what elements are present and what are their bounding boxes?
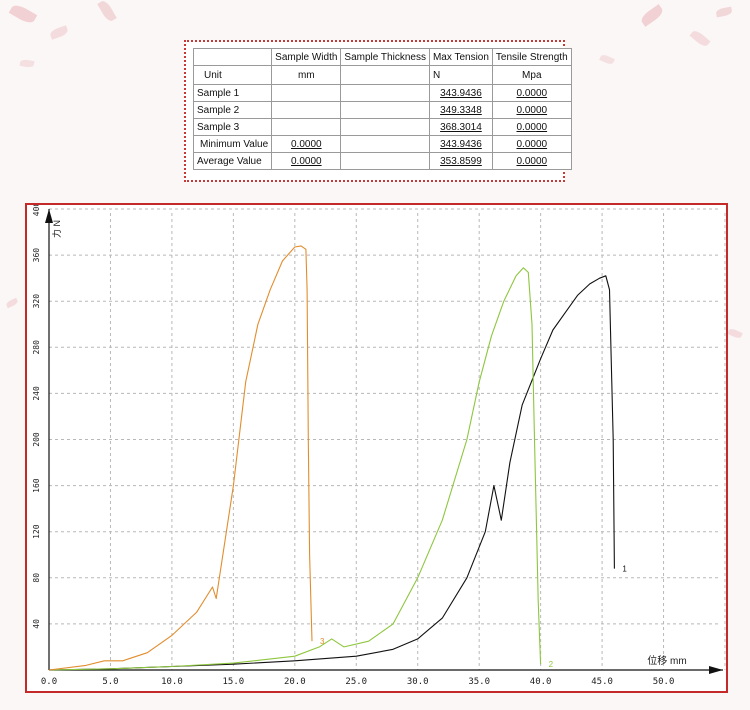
table-cell: 0.0000 <box>491 135 572 153</box>
petal-decoration <box>8 2 38 26</box>
x-tick-label: 15.0 <box>223 677 245 687</box>
table-header-cell: Max Tension <box>428 48 493 66</box>
petal-decoration <box>715 6 733 18</box>
table-cell: Sample 1 <box>192 84 273 102</box>
y-tick-label: 200 <box>32 432 41 447</box>
petal-decoration <box>727 327 743 340</box>
series-label: 2 <box>549 660 554 669</box>
series-line-2 <box>48 267 542 671</box>
x-tick-label: 35.0 <box>468 677 490 687</box>
x-axis-arrow <box>709 666 723 674</box>
table-row: Minimum Value 0.0000 343.9436 0.0000 <box>192 135 572 153</box>
table-cell <box>340 152 430 170</box>
table-cell: 0.0000 <box>271 152 342 170</box>
table-cell <box>340 101 430 119</box>
x-axis-label: 位移 mm <box>647 654 686 667</box>
y-tick-label: 400 <box>32 205 41 216</box>
table-cell <box>271 101 342 119</box>
table-cell: 353.8599 <box>428 152 493 170</box>
force-displacement-chart: 0.0 5.0 10.0 15.0 20.0 25.0 30.0 35.0 40.0 45.0 50… <box>32 205 726 687</box>
table-cell: Average Value <box>192 152 273 170</box>
y-tick-label: 320 <box>32 294 41 309</box>
table-cell: 343.9436 <box>428 135 493 153</box>
table-cell: 0.0000 <box>491 118 572 136</box>
table-row: Average Value 0.0000 353.8599 0.0000 <box>192 152 572 170</box>
table-cell: Sample 3 <box>192 118 273 136</box>
x-tick-label: 50.0 <box>653 677 675 687</box>
results-table: Sample Width Sample Thickness Max Tensio… <box>192 48 572 170</box>
x-tick-label: 25.0 <box>345 677 367 687</box>
table-cell: N <box>428 65 493 85</box>
x-tick-label: 0.0 <box>41 677 57 687</box>
chart-panel: 0.0 5.0 10.0 15.0 20.0 25.0 30.0 35.0 40.0 45.0 50… <box>25 203 728 693</box>
y-axis-label: 力 N <box>51 220 62 238</box>
petal-decoration <box>639 4 665 27</box>
table-row: Sample 1 343.9436 0.0000 <box>192 84 572 102</box>
table-cell <box>340 84 430 102</box>
table-row: Sample 2 349.3348 0.0000 <box>192 101 572 119</box>
table-cell: mm <box>271 65 342 85</box>
table-cell: Sample 2 <box>192 101 273 119</box>
table-header-cell: Sample Width <box>271 48 342 66</box>
table-cell: 0.0000 <box>271 135 342 153</box>
table-row: Sample 3 368.3014 0.0000 <box>192 118 572 136</box>
petal-decoration <box>49 25 69 40</box>
table-cell: 349.3348 <box>428 101 493 119</box>
x-tick-label: 20.0 <box>284 677 306 687</box>
x-tick-label: 10.0 <box>161 677 183 687</box>
petal-decoration <box>689 28 711 49</box>
x-tick-label: 40.0 <box>530 677 552 687</box>
table-cell: Minimum Value <box>192 135 273 153</box>
y-tick-label: 40 <box>32 619 41 629</box>
y-tick-label: 240 <box>32 386 41 401</box>
y-tick-label: 80 <box>32 573 41 583</box>
series-line-1 <box>48 275 615 671</box>
petal-decoration <box>97 0 117 24</box>
table-header-row: Sample Width Sample Thickness Max Tensio… <box>192 48 572 66</box>
table-cell <box>271 118 342 136</box>
table-unit-row: Unit mm N Mpa <box>192 65 572 85</box>
petal-decoration <box>5 297 19 309</box>
petal-decoration <box>599 53 615 66</box>
table-header-cell: Tensile Strength <box>491 48 572 66</box>
table-cell <box>340 65 430 85</box>
y-tick-label: 120 <box>32 524 41 539</box>
table-cell: Mpa <box>491 65 572 85</box>
table-cell: 343.9436 <box>428 84 493 102</box>
table-cell: 0.0000 <box>491 152 572 170</box>
table-cell: 368.3014 <box>428 118 493 136</box>
x-tick-label: 30.0 <box>407 677 429 687</box>
x-tick-label: 45.0 <box>591 677 613 687</box>
y-tick-label: 160 <box>32 478 41 493</box>
y-tick-label: 360 <box>32 248 41 263</box>
series-line-3 <box>48 245 313 671</box>
table-cell: Unit <box>192 65 273 85</box>
petal-decoration <box>19 58 35 69</box>
series-label: 1 <box>622 565 627 574</box>
y-axis-arrow <box>45 209 53 223</box>
table-header-cell: Sample Thickness <box>340 48 430 66</box>
table-cell: 0.0000 <box>491 101 572 119</box>
x-tick-label: 5.0 <box>102 677 118 687</box>
results-table-panel: Sample Width Sample Thickness Max Tensio… <box>184 40 572 182</box>
table-cell <box>340 135 430 153</box>
table-cell <box>271 84 342 102</box>
table-cell <box>340 118 430 136</box>
y-tick-label: 280 <box>32 340 41 355</box>
table-header-cell <box>192 48 273 66</box>
series-label: 3 <box>320 637 325 646</box>
table-cell: 0.0000 <box>491 84 572 102</box>
